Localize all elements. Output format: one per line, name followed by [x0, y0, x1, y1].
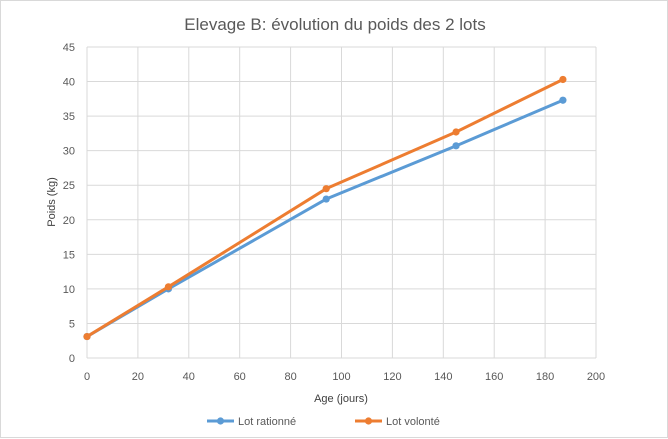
y-tick-label: 40: [63, 77, 75, 89]
x-tick-label: 140: [434, 371, 452, 383]
y-axis-title: Poids (kg): [46, 177, 58, 227]
x-axis-ticks: 0 20 40 60 80 100 120 140 160 180 200: [84, 371, 605, 383]
chart-title: Elevage B: évolution du poids des 2 lots: [184, 15, 485, 34]
y-tick-label: 25: [63, 180, 75, 192]
legend-marker: [216, 417, 225, 425]
x-tick-label: 160: [485, 371, 503, 383]
series-group: [83, 75, 567, 341]
x-tick-label: 120: [383, 371, 401, 383]
x-tick-label: 180: [536, 371, 554, 383]
x-tick-label: 0: [84, 371, 90, 383]
x-axis-title: Age (jours): [314, 393, 368, 405]
data-point: [322, 195, 330, 203]
gridlines: [86, 46, 597, 359]
x-tick-label: 60: [234, 371, 246, 383]
y-tick-label: 15: [63, 249, 75, 261]
x-tick-label: 80: [284, 371, 296, 383]
series-line-0: [85, 98, 565, 339]
legend: Lot rationné Lot volonté: [207, 416, 440, 428]
y-tick-label: 5: [69, 318, 75, 330]
series-line-1: [85, 77, 565, 339]
data-point: [559, 75, 567, 84]
y-tick-label: 0: [69, 353, 75, 365]
y-tick-label: 30: [63, 146, 75, 158]
legend-label: Lot volonté: [386, 416, 440, 428]
data-point: [83, 332, 91, 341]
legend-label: Lot rationné: [238, 416, 296, 428]
x-tick-label: 40: [183, 371, 195, 383]
y-tick-label: 10: [63, 284, 75, 296]
data-point: [559, 96, 567, 104]
y-tick-label: 35: [63, 111, 75, 123]
data-point: [452, 128, 460, 136]
data-point: [322, 185, 330, 193]
y-axis-ticks: 0 5 10 15 20 25 30 35 40 45: [63, 42, 75, 365]
x-tick-label: 20: [132, 371, 144, 383]
data-point: [164, 283, 173, 291]
data-point: [452, 142, 460, 150]
x-tick-label: 200: [587, 371, 605, 383]
y-tick-label: 20: [63, 215, 75, 227]
legend-marker: [364, 417, 373, 425]
x-tick-label: 100: [332, 371, 350, 383]
y-tick-label: 45: [63, 42, 75, 54]
